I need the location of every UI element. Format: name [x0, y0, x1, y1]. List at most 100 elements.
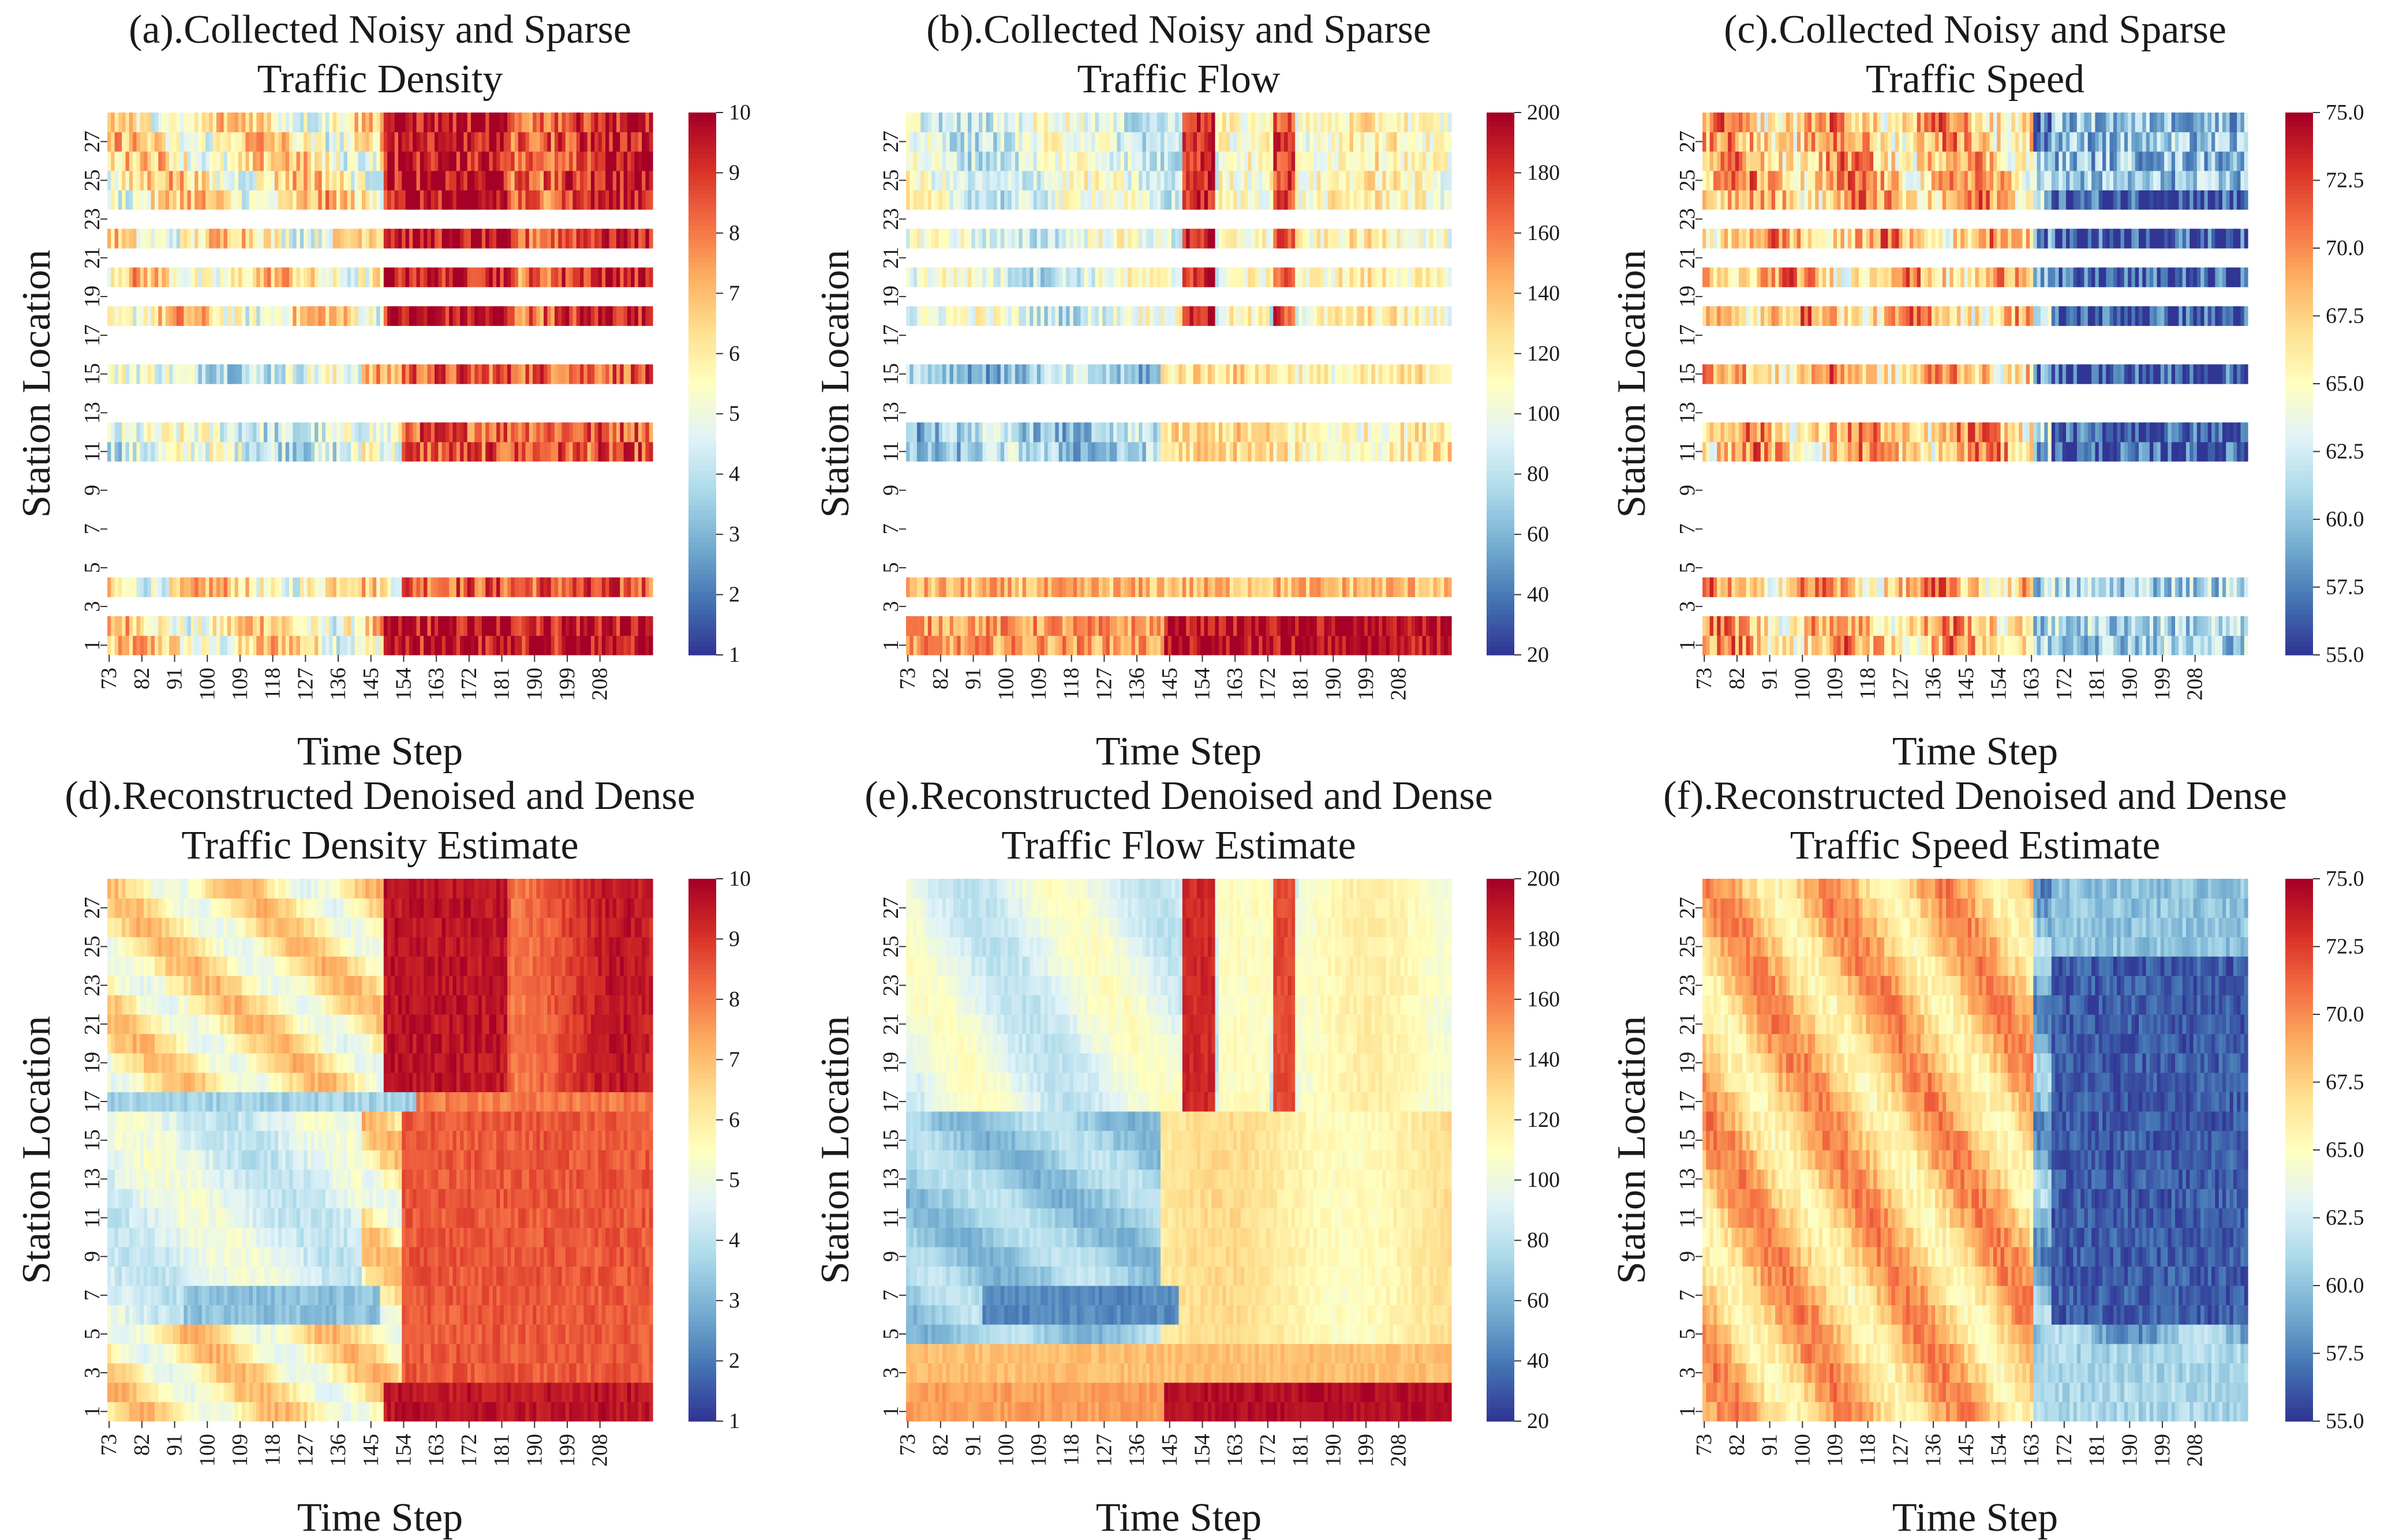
heatmap-cell [118, 616, 122, 636]
heatmap-cell [975, 422, 979, 442]
chart-subtitle: Traffic Speed [1866, 57, 2084, 102]
heatmap-cell [1440, 113, 1444, 132]
heatmap-cell [398, 113, 402, 132]
heatmap-cell [1415, 132, 1419, 152]
heatmap-cell [1357, 306, 1361, 326]
heatmap-cell [1742, 635, 1746, 655]
heatmap-cell [925, 306, 929, 326]
heatmap-cell [384, 113, 388, 132]
heatmap-cell [1233, 578, 1237, 597]
heatmap-cell [1197, 268, 1201, 287]
heatmap-cell [496, 364, 500, 384]
heatmap-cell [1757, 578, 1761, 597]
heatmap-cell [395, 616, 399, 636]
colorbar-tick-label: 60 [1527, 522, 1549, 546]
heatmap-cell [635, 442, 639, 462]
heatmap-cell [1335, 268, 1339, 287]
heatmap-cell [315, 578, 319, 597]
heatmap-cell [199, 171, 203, 190]
heatmap-cell [1382, 578, 1386, 597]
heatmap-cell [1077, 151, 1081, 171]
heatmap-cell [558, 635, 562, 655]
y-tick-label: 21 [80, 247, 104, 269]
heatmap-cell [1037, 171, 1041, 190]
heatmap-cell [1215, 113, 1219, 132]
colorbar-segment [688, 135, 716, 140]
heatmap-cell [1102, 306, 1106, 326]
heatmap-cell [169, 151, 173, 171]
heatmap-cell [1753, 616, 1757, 636]
heatmap-cell [1146, 268, 1150, 287]
heatmap-cell [438, 113, 442, 132]
heatmap-cell [1335, 171, 1339, 190]
heatmap-cell [140, 190, 144, 209]
heatmap-cell [297, 578, 301, 597]
heatmap-cell [391, 635, 395, 655]
heatmap-cell [569, 268, 573, 287]
heatmap-cell [398, 442, 402, 462]
heatmap-cell [1990, 578, 1994, 597]
heatmap-cell [325, 578, 330, 597]
heatmap-cell [1266, 442, 1270, 462]
heatmap-cell [906, 151, 910, 171]
heatmap-cell [2033, 635, 2037, 655]
heatmap-cell [616, 190, 620, 209]
heatmap-cell [224, 442, 228, 462]
heatmap-cell [1001, 190, 1005, 209]
heatmap-cell [627, 364, 631, 384]
heatmap-cell [1048, 578, 1052, 597]
heatmap-cell [318, 151, 322, 171]
heatmap-cell [1117, 306, 1121, 326]
heatmap-cell [580, 113, 584, 132]
heatmap-cell [1753, 578, 1757, 597]
heatmap-cell [536, 171, 540, 190]
heatmap-cell [1200, 190, 1204, 209]
heatmap-cell [1277, 171, 1281, 190]
heatmap-cell [136, 132, 140, 152]
heatmap-cell [365, 306, 369, 326]
heatmap-cell [311, 228, 315, 248]
y-tick-label: 1 [879, 640, 903, 651]
heatmap-cell [964, 422, 968, 442]
heatmap-cell [409, 171, 413, 190]
heatmap-cell [1444, 364, 1448, 384]
heatmap-cell [2222, 616, 2226, 636]
heatmap-cell [1375, 228, 1379, 248]
colorbar-segment [1487, 289, 1514, 294]
colorbar-segment [1487, 239, 1514, 244]
heatmap-cell [540, 364, 544, 384]
heatmap-cell [471, 113, 475, 132]
heatmap-cell [1175, 422, 1179, 442]
heatmap-cell [322, 151, 326, 171]
heatmap-cell [402, 616, 406, 636]
heatmap-cell [1444, 228, 1448, 248]
heatmap-cell [376, 578, 380, 597]
heatmap-cell [620, 364, 624, 384]
heatmap-cell [1317, 635, 1321, 655]
heatmap-cell [2237, 635, 2241, 655]
heatmap-cell [540, 132, 544, 152]
heatmap-cell [1095, 635, 1099, 655]
heatmap-cell [1204, 578, 1208, 597]
heatmap-cell [1957, 635, 1961, 655]
heatmap-cell [1702, 578, 1706, 597]
heatmap-cell [1117, 268, 1121, 287]
colorbar-segment [688, 628, 716, 633]
heatmap-cell [605, 578, 609, 597]
heatmap-cell [1015, 442, 1019, 462]
heatmap-cell [1252, 442, 1256, 462]
heatmap-cell [914, 442, 918, 462]
heatmap-cell [1412, 151, 1416, 171]
heatmap-cell [474, 306, 478, 326]
heatmap-cell [474, 171, 478, 190]
heatmap-cell [975, 364, 979, 384]
heatmap-cell [235, 306, 239, 326]
heatmap-cell [1306, 190, 1310, 209]
heatmap-cell [260, 132, 264, 152]
heatmap-cell [2048, 635, 2052, 655]
heatmap-cell [267, 113, 271, 132]
heatmap-cell [446, 151, 450, 171]
heatmap-cell [526, 171, 530, 190]
heatmap-cell [1357, 422, 1361, 442]
heatmap-cell [253, 635, 257, 655]
